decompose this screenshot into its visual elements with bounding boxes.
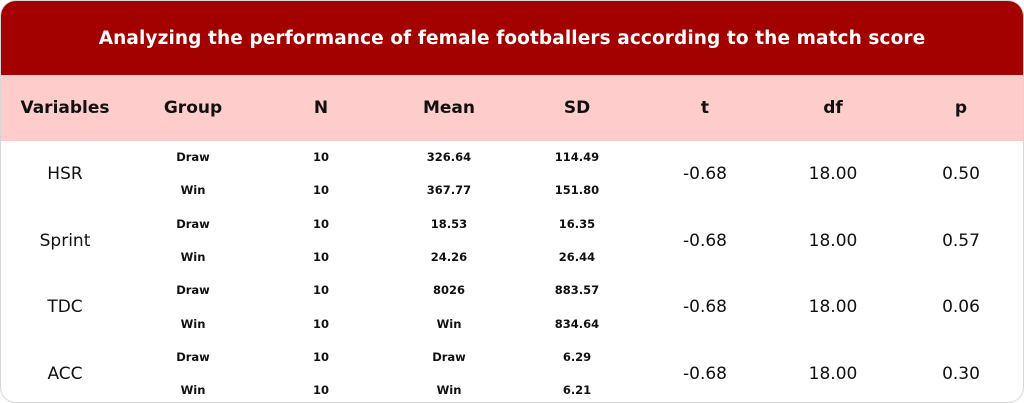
t-cell: -0.68 [683,164,727,184]
mean-cell: Win [436,383,462,397]
t-cell: -0.68 [683,231,727,251]
sd-cell: 834.64 [554,317,600,331]
variable-name: HSR [47,164,83,184]
group-cell: Win [180,317,206,331]
p-cell: 0.57 [942,231,980,251]
sd-cell: 26.44 [558,250,596,264]
sd-cell: 6.29 [562,350,592,364]
sd-cell: 16.35 [558,217,596,231]
n-cell: 10 [312,250,330,264]
variable-name: ACC [47,364,83,384]
sd-cell: 151.80 [554,183,600,197]
n-cell: 10 [312,283,330,297]
df-cell: 18.00 [808,297,858,317]
group-cell: Win [180,183,206,197]
n-cell: 10 [312,383,330,397]
df-cell: 18.00 [808,231,858,251]
mean-cell: Win [436,317,462,331]
sd-cell: 6.21 [562,383,592,397]
header-mean: Mean [422,98,476,118]
header-df: df [823,98,843,118]
group-cell: Draw [176,217,210,231]
header-p: p [954,98,968,118]
table-title: Analyzing the performance of female foot… [1,1,1023,75]
p-cell: 0.06 [942,297,980,317]
t-cell: -0.68 [683,364,727,384]
p-cell: 0.50 [942,164,980,184]
mean-cell: Draw [432,350,466,364]
mean-cell: 326.64 [426,150,472,164]
table-header-row: Variables Group N Mean SD t df p [1,75,1023,141]
mean-cell: 18.53 [430,217,468,231]
t-cell: -0.68 [683,297,727,317]
n-cell: 10 [312,350,330,364]
n-cell: 10 [312,150,330,164]
group-cell: Draw [176,150,210,164]
header-variables: Variables [20,98,110,118]
df-cell: 18.00 [808,164,858,184]
group-cell: Win [180,383,206,397]
header-group: Group [163,98,223,118]
table-body: HSR Draw 10 326.64 114.49 Win 10 367.77 … [1,141,1023,402]
df-cell: 18.00 [808,364,858,384]
variable-name: TDC [47,297,83,317]
header-t: t [700,98,710,118]
sd-cell: 114.49 [554,150,600,164]
variable-name: Sprint [39,231,91,251]
header-n: N [313,98,329,118]
mean-cell: 8026 [432,283,466,297]
n-cell: 10 [312,183,330,197]
n-cell: 10 [312,217,330,231]
group-cell: Win [180,250,206,264]
sd-cell: 883.57 [554,283,600,297]
group-cell: Draw [176,283,210,297]
group-cell: Draw [176,350,210,364]
mean-cell: 24.26 [430,250,468,264]
mean-cell: 367.77 [426,183,472,197]
header-sd: SD [563,98,591,118]
n-cell: 10 [312,317,330,331]
p-cell: 0.30 [942,364,980,384]
